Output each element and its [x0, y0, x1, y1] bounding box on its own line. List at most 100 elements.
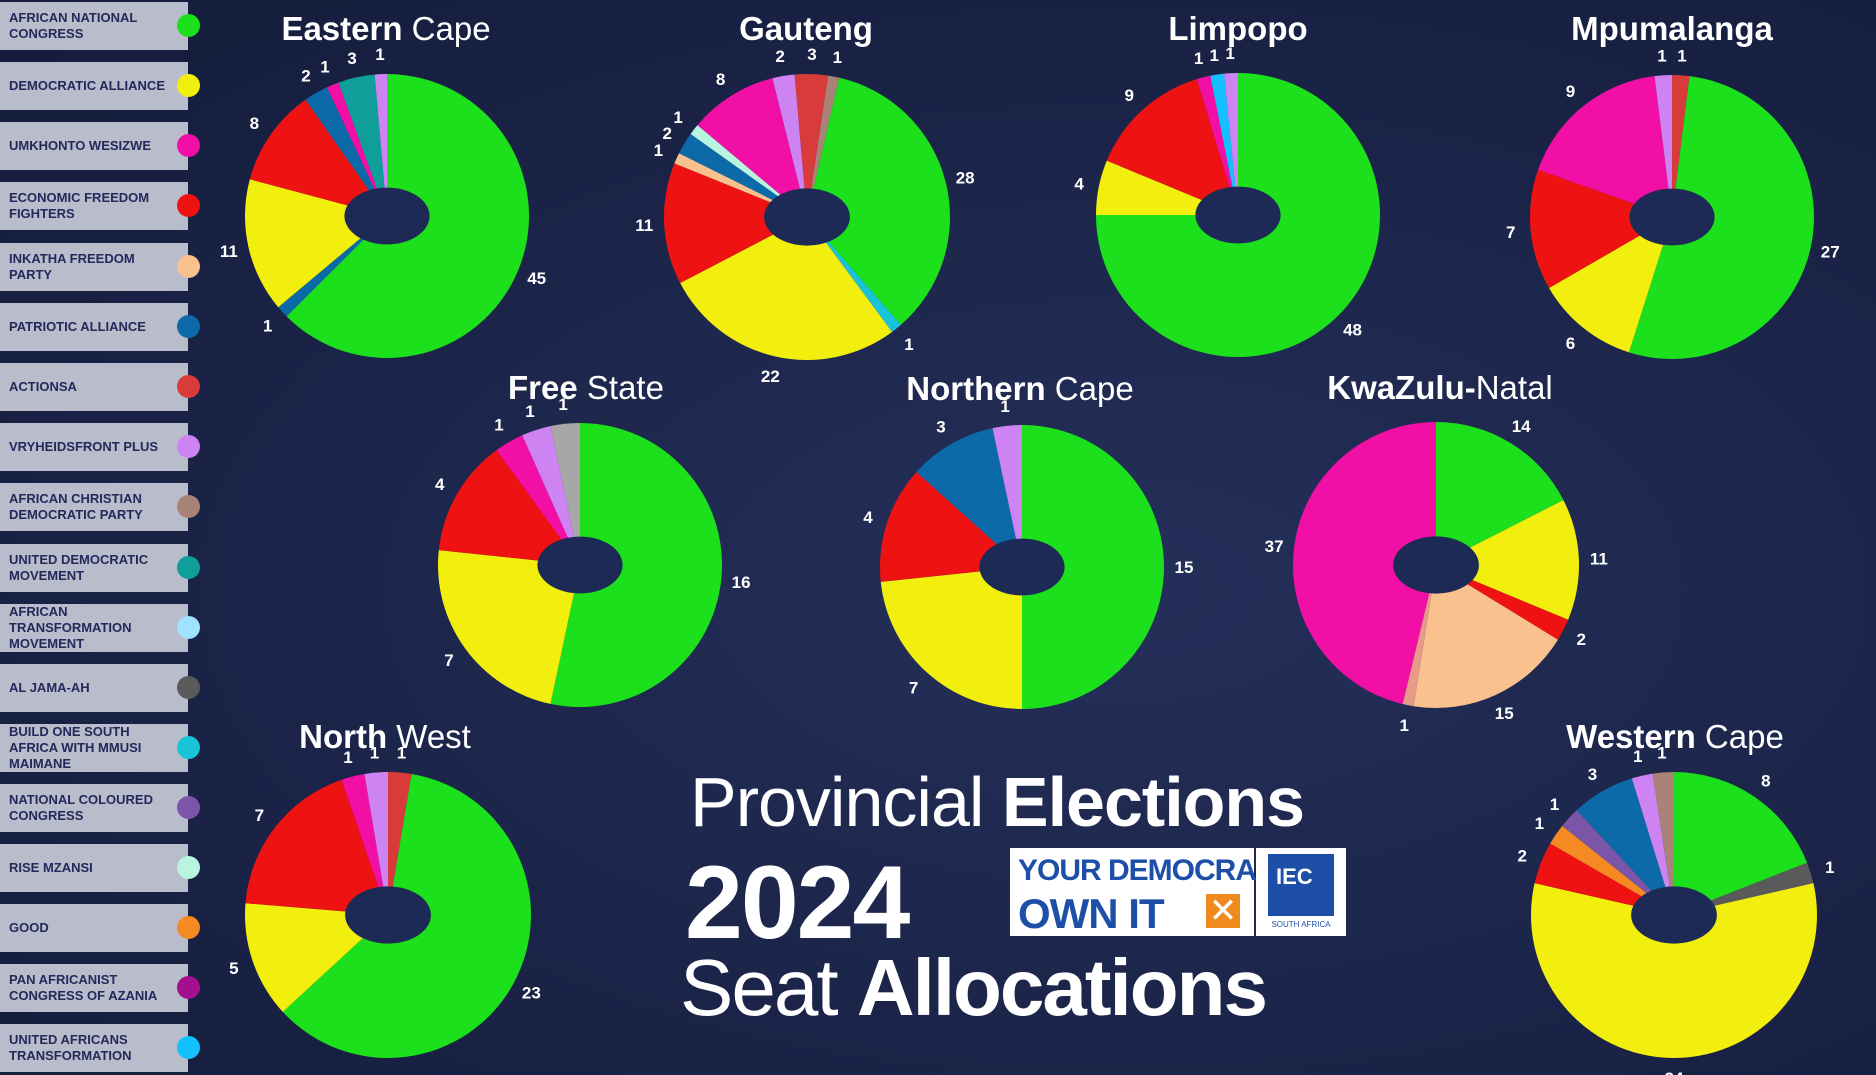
- legend-item: AFRICAN CHRISTIAN DEMOCRATIC PARTY: [0, 483, 188, 531]
- province-title-bold: Mpumalanga: [1571, 10, 1773, 47]
- seat-count-label: 9: [1124, 86, 1133, 105]
- province-title: Western Cape: [1566, 718, 1784, 755]
- pie-slice: [992, 425, 1022, 567]
- legend-label: AFRICAN CHRISTIAN DEMOCRATIC PARTY: [9, 491, 143, 522]
- legend-item: UMKHONTO WESIZWE: [0, 122, 188, 170]
- province-map-icon: [979, 538, 1065, 596]
- seat-count-label: 1: [1677, 46, 1686, 65]
- seat-count-label: 7: [909, 678, 918, 697]
- legend-item: GOOD: [0, 904, 188, 952]
- province-title-bold: Free: [508, 369, 578, 406]
- legend-color-dot: [177, 435, 200, 458]
- pie-slice: [1530, 883, 1817, 1059]
- legend-label: AFRICAN TRANSFORMATION MOVEMENT: [9, 604, 132, 651]
- pie-chart: 14 11 2 15 1 37: [1265, 417, 1608, 735]
- pie-slice: [664, 163, 807, 284]
- legend-label: UNITED AFRICANS TRANSFORMATION: [9, 1032, 132, 1063]
- legend-label: AL JAMA-AH: [9, 680, 90, 695]
- seat-count-label: 1: [263, 316, 272, 335]
- pie-slice: [1293, 422, 1436, 705]
- legend-color-dot: [177, 616, 200, 639]
- legend-item: DEMOCRATIC ALLIANCE: [0, 62, 188, 110]
- province-title: North West: [299, 718, 471, 755]
- pie-slice: [438, 550, 580, 704]
- pie-slice: [697, 78, 807, 217]
- legend-label: BUILD ONE SOUTH AFRICA WITH MMUSI MAIMAN…: [9, 724, 142, 771]
- province-map-icon: [344, 187, 430, 245]
- province-title: Northern Cape: [906, 370, 1133, 407]
- legend-label: UNITED DEMOCRATIC MOVEMENT: [9, 552, 149, 583]
- pie-slice: [680, 217, 893, 360]
- province-map-icon: [537, 536, 623, 594]
- legend-item: PATRIOTIC ALLIANCE: [0, 303, 188, 351]
- pie-slice: [550, 423, 580, 565]
- ballot-box-icon: [1268, 854, 1334, 916]
- legend-item: UNITED AFRICANS TRANSFORMATION: [0, 1024, 188, 1072]
- seat-count-label: 3: [936, 418, 945, 437]
- legend-color-dot: [177, 14, 200, 37]
- province-title-light: West: [387, 718, 471, 755]
- province-title: Mpumalanga: [1571, 10, 1773, 47]
- pie-slice: [249, 99, 387, 216]
- pie-slice: [305, 87, 387, 216]
- seat-count-label: 4: [435, 475, 445, 494]
- legend-item: UNITED DEMOCRATIC MOVEMENT: [0, 544, 188, 592]
- province-map-icon: [345, 886, 431, 944]
- province-title-bold: KwaZulu-: [1327, 369, 1475, 406]
- seat-count-label: 1: [525, 402, 534, 421]
- seat-count-label: 14: [1512, 417, 1531, 436]
- legend-label: UMKHONTO WESIZWE: [9, 138, 152, 153]
- seat-count-label: 1: [320, 57, 329, 76]
- legend-item: ACTIONSA: [0, 363, 188, 411]
- province-title-bold: North: [299, 718, 387, 755]
- province-title-light: Cape: [1046, 370, 1134, 407]
- badge-line1: YOUR DEMOCRACY: [1018, 854, 1297, 887]
- province-title-light: Natal: [1476, 369, 1553, 406]
- seat-count-label: 24: [1665, 1069, 1684, 1075]
- legend-color-dot: [177, 676, 200, 699]
- legend-item: VRYHEIDSFRONT PLUS: [0, 423, 188, 471]
- seat-count-label: 5: [229, 959, 238, 978]
- pie-slice: [772, 74, 807, 217]
- your-democracy-badge: YOUR DEMOCRACY OWN IT ✕: [1010, 848, 1297, 937]
- pie-slice: [1631, 773, 1674, 915]
- legend-item: PAN AFRICANIST CONGRESS OF AZANIA: [0, 964, 188, 1012]
- province-title: Eastern Cape: [281, 10, 490, 47]
- seat-count-label: 3: [807, 45, 816, 64]
- seat-count-label: 15: [1175, 558, 1194, 577]
- legend-label: PAN AFRICANIST CONGRESS OF AZANIA: [9, 972, 158, 1003]
- seat-count-label: 11: [220, 242, 238, 261]
- legend-label: AFRICAN NATIONAL CONGRESS: [9, 10, 138, 41]
- seat-count-label: 2: [301, 67, 310, 86]
- seat-count-label: 11: [1590, 550, 1608, 569]
- pie-slice: [1022, 425, 1164, 709]
- pie-slice: [1436, 565, 1569, 640]
- seat-count-label: 27: [1821, 243, 1840, 262]
- pie-slice: [341, 773, 388, 915]
- legend-color-dot: [177, 74, 200, 97]
- legend-color-dot: [177, 916, 200, 939]
- seat-count-label: 1: [1550, 795, 1559, 814]
- legend-item: ECONOMIC FREEDOM FIGHTERS: [0, 182, 188, 230]
- pie-slice: [278, 216, 387, 317]
- seat-count-label: 1: [397, 744, 406, 763]
- seat-count-label: 7: [444, 651, 453, 670]
- seat-count-label: 16: [732, 573, 751, 592]
- seat-count-label: 1: [1194, 49, 1203, 68]
- seat-count-label: 1: [558, 395, 567, 414]
- legend-label: GOOD: [9, 920, 49, 935]
- legend-color-dot: [177, 736, 200, 759]
- seat-count-label: 1: [375, 45, 384, 64]
- pie-slice: [807, 217, 901, 332]
- pie-slice: [522, 426, 580, 565]
- pie-slice: [1436, 500, 1579, 620]
- seat-count-label: 22: [761, 367, 780, 386]
- seat-count-label: 8: [1761, 771, 1770, 790]
- iec-logo: IEC SOUTH AFRICA: [1256, 848, 1346, 936]
- pie-slice: [1550, 825, 1674, 915]
- seat-count-label: 8: [250, 114, 259, 133]
- legend-color-dot: [177, 495, 200, 518]
- seat-count-label: 37: [1265, 537, 1284, 556]
- legend-label: DEMOCRATIC ALLIANCE: [9, 78, 165, 93]
